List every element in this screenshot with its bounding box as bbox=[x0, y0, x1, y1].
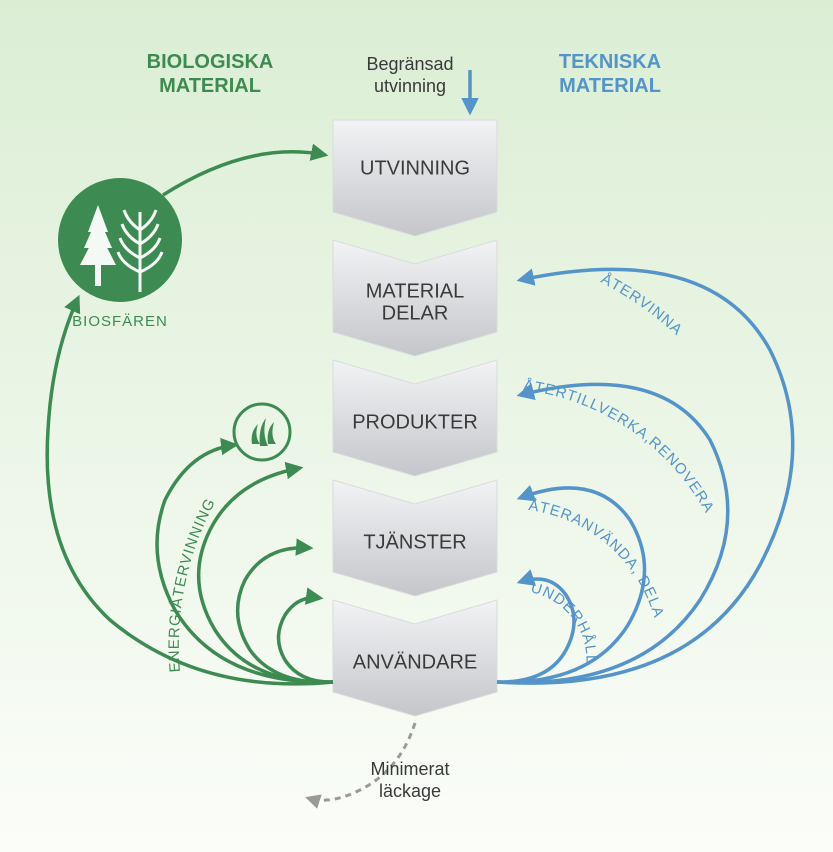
title-right-1: TEKNISKA bbox=[559, 51, 661, 73]
biosphere-badge bbox=[58, 178, 182, 302]
stage-column: UTVINNING MATERIALDELAR PRODUKTER TJÄNSTER A… bbox=[333, 120, 497, 716]
stage-label: MATERIAL bbox=[366, 281, 465, 303]
stage-label: DELAR bbox=[382, 303, 449, 325]
title-left-1: BIOLOGISKA bbox=[147, 51, 274, 73]
stage-label: UTVINNING bbox=[360, 158, 470, 180]
stage-label: TJÄNSTER bbox=[363, 532, 466, 554]
stage-label: PRODUKTER bbox=[352, 412, 478, 434]
bottom-label-1: Minimerat bbox=[370, 759, 449, 779]
top-label-1: Begränsad bbox=[366, 54, 453, 74]
bottom-label-2: läckage bbox=[379, 781, 441, 801]
stage-label: ANVÄNDARE bbox=[353, 652, 477, 674]
top-label-2: utvinning bbox=[374, 76, 446, 96]
title-left-2: MATERIAL bbox=[159, 75, 261, 97]
biosphere-label: BIOSFÄREN bbox=[72, 313, 168, 330]
title-right-2: MATERIAL bbox=[559, 75, 661, 97]
